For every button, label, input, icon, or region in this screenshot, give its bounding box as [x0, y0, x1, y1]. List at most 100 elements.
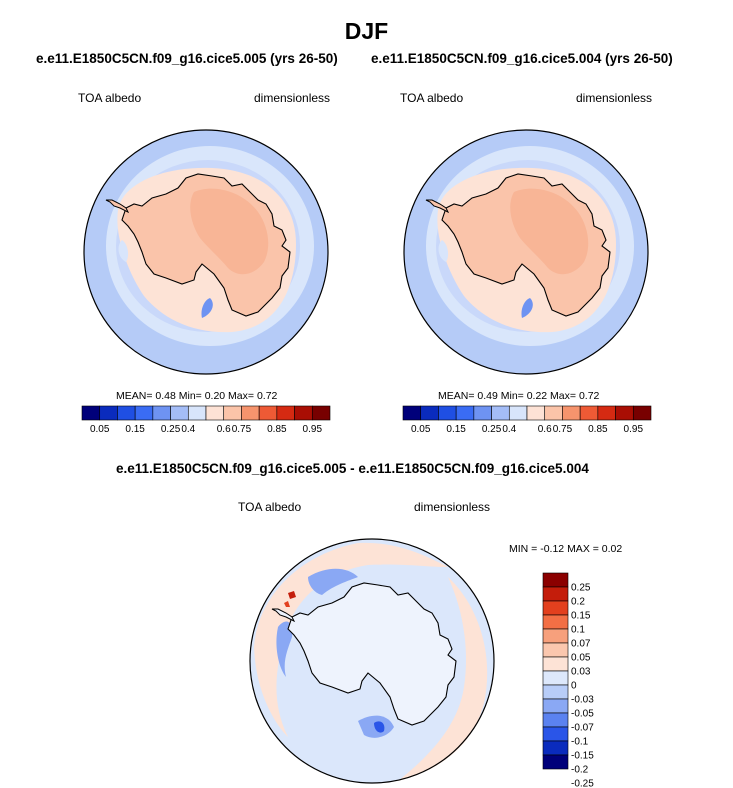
- colorbar-swatch: [632, 405, 652, 421]
- positive-anomaly-spot-2: [284, 601, 290, 607]
- colorbar-swatch: [542, 656, 569, 672]
- panel1-variable: TOA albedo: [78, 91, 142, 105]
- colorbar-swatch: [542, 670, 569, 686]
- colorbar-swatch: [223, 405, 242, 421]
- ross-sea-low-albedo: [201, 298, 213, 318]
- panel1-title: e.e11.E1850C5CN.f09_g16.cice5.005 (yrs 2…: [36, 51, 338, 66]
- colorbar-swatch: [99, 405, 118, 421]
- panel2-stats: MEAN= 0.49 Min= 0.22 Max= 0.72: [438, 390, 600, 402]
- colorbar-tick-label: 0.95: [624, 424, 644, 435]
- colorbar-swatch: [542, 600, 569, 616]
- antarctica-coastline: [441, 173, 611, 317]
- colorbar-tick-label: 0.25: [571, 583, 591, 594]
- antarctic-peninsula: [271, 608, 296, 623]
- positive-anomaly-east: [398, 577, 488, 781]
- colorbar-swatch: [187, 405, 207, 421]
- antarctica-coastline: [121, 173, 291, 317]
- colorbar-tick-label: 0.85: [588, 424, 608, 435]
- colorbar-tick-label: 0.25: [482, 424, 502, 435]
- colorbar-swatch: [544, 405, 563, 421]
- colorbar-tick-label: 0.6: [217, 424, 231, 435]
- colorbar-tick-label: 0.05: [411, 424, 431, 435]
- colorbar-tick-label: -0.2: [571, 765, 589, 776]
- colorbar-tick-label: 0.15: [125, 424, 145, 435]
- colorbar-swatch: [615, 405, 634, 421]
- panel2-title: e.e11.E1850C5CN.f09_g16.cice5.004 (yrs 2…: [371, 51, 673, 66]
- colorbar-swatch: [542, 572, 569, 588]
- colorbar-swatch: [491, 405, 510, 421]
- antarctic-peninsula: [105, 199, 130, 214]
- panel2-map: [403, 129, 649, 375]
- colorbar-tick-label: 0.07: [571, 639, 591, 650]
- colorbar-tick-label: 0.05: [90, 424, 110, 435]
- colorbar-swatch: [542, 684, 569, 700]
- panel3-units: dimensionless: [414, 500, 491, 514]
- colorbar-tick-label: 0.1: [571, 625, 585, 636]
- weddell-patch: [438, 240, 449, 262]
- panel3-colorbar: 0.25 0.2 0.15 0.1 0.07 0.05 0.03 0 -0.03 -0.05 -0.…: [542, 572, 594, 788]
- figure-title: DJF: [344, 18, 389, 44]
- colorbar-tick-label: -0.03: [571, 695, 594, 706]
- positive-anomaly-west: [254, 542, 448, 737]
- colorbar-swatch: [81, 405, 101, 421]
- colorbar-swatch: [597, 405, 616, 421]
- panel3-title: e.e11.E1850C5CN.f09_g16.cice5.005 - e.e1…: [116, 461, 589, 476]
- map-boundary: [249, 538, 495, 784]
- colorbar-swatch: [562, 405, 581, 421]
- east-antarctic-plateau: [510, 188, 589, 275]
- panel3-map: [249, 538, 495, 784]
- colorbar-swatch: [294, 405, 313, 421]
- colorbar-tick-label: 0.05: [571, 653, 591, 664]
- colorbar-swatch: [542, 642, 569, 658]
- panel1-stats: MEAN= 0.48 Min= 0.20 Max= 0.72: [116, 390, 278, 402]
- colorbar-swatch: [134, 405, 154, 421]
- colorbar-swatch: [542, 698, 569, 714]
- colorbar-swatch: [542, 726, 569, 742]
- colorbar-swatch: [579, 405, 599, 421]
- colorbar-tick-label: -0.15: [571, 751, 594, 762]
- colorbar-swatch: [508, 405, 528, 421]
- colorbar-tick-label: 0.4: [502, 424, 516, 435]
- colorbar-tick-label: -0.07: [571, 723, 594, 734]
- colorbar-swatch: [438, 405, 457, 421]
- colorbar-swatch: [311, 405, 331, 421]
- panel2-units: dimensionless: [576, 91, 653, 105]
- colorbar-swatch: [170, 405, 189, 421]
- colorbar-tick-label: 0.75: [232, 424, 252, 435]
- colorbar-tick-label: 0.03: [571, 667, 591, 678]
- colorbar-tick-label: 0.15: [571, 611, 591, 622]
- colorbar-swatch: [205, 405, 225, 421]
- colorbar-tick-label: 0.4: [181, 424, 195, 435]
- colorbar-tick-label: 0.2: [571, 597, 585, 608]
- colorbar-tick-label: 0.75: [553, 424, 573, 435]
- colorbar-tick-label: 0.95: [303, 424, 323, 435]
- colorbar-swatch: [241, 405, 260, 421]
- colorbar-swatch: [526, 405, 546, 421]
- east-antarctic-plateau: [190, 188, 269, 275]
- panel2-colorbar: 0.05 0.15 0.25 0.4 0.6 0.75 0.85 0.95: [402, 405, 652, 435]
- colorbar-tick-label: 0: [571, 681, 577, 692]
- panel1-map: [83, 129, 329, 375]
- colorbar-tick-label: -0.25: [571, 779, 594, 788]
- colorbar-tick-label: -0.1: [571, 737, 589, 748]
- colorbar-swatch: [542, 740, 569, 756]
- colorbar-swatch: [402, 405, 422, 421]
- colorbar-swatch: [276, 405, 295, 421]
- ross-sea-low-albedo: [521, 298, 533, 318]
- map-boundary: [83, 129, 329, 375]
- antarctic-peninsula: [425, 199, 450, 214]
- negative-anomaly-peninsula: [276, 621, 293, 677]
- panel2-variable: TOA albedo: [400, 91, 464, 105]
- colorbar-tick-label: 0.85: [267, 424, 287, 435]
- colorbar-swatch: [117, 405, 136, 421]
- colorbar-swatch: [542, 628, 569, 644]
- strong-negative-anomaly: [374, 721, 385, 733]
- weddell-patch: [118, 240, 129, 262]
- panel1-colorbar: 0.05 0.15 0.25 0.4 0.6 0.75 0.85 0.95: [81, 405, 331, 435]
- colorbar-tick-label: 0.25: [161, 424, 181, 435]
- panel1-units: dimensionless: [254, 91, 331, 105]
- antarctica-coastline: [287, 582, 457, 726]
- positive-anomaly-spot-1: [288, 591, 296, 599]
- negative-anomaly-north: [308, 568, 358, 595]
- colorbar-tick-label: 0.6: [538, 424, 552, 435]
